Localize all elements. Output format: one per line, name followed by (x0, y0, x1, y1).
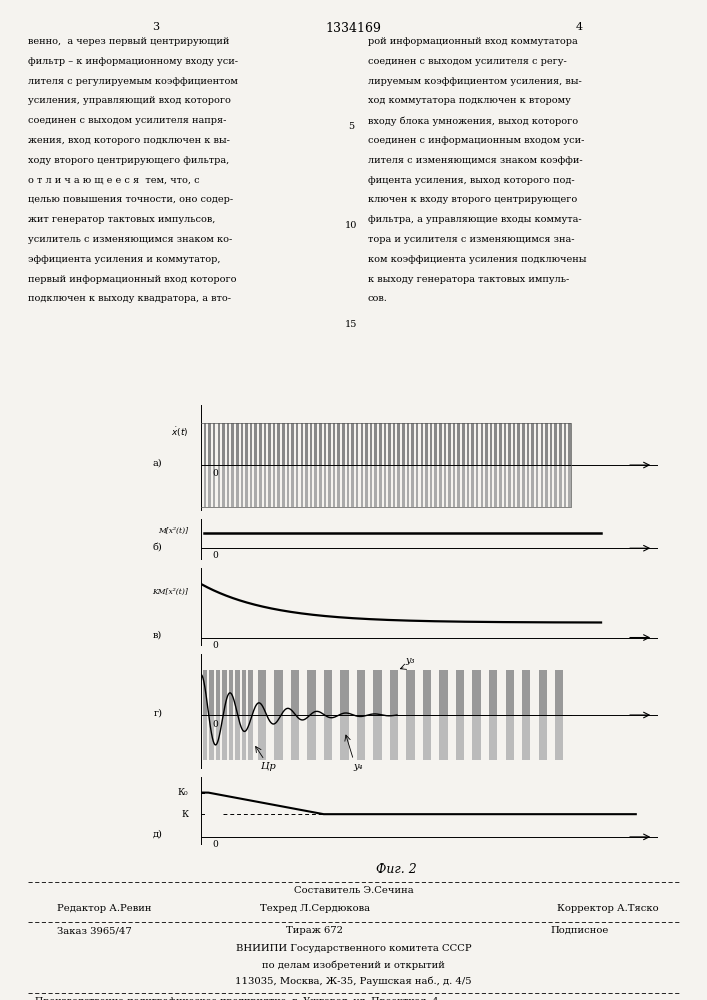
Text: усилитель с изменяющимся знаком ко-: усилитель с изменяющимся знаком ко- (28, 235, 233, 244)
Text: фильтр – к информационному входу уси-: фильтр – к информационному входу уси- (28, 57, 238, 66)
Text: 0: 0 (212, 551, 218, 560)
Text: Составитель Э.Сечина: Составитель Э.Сечина (293, 886, 414, 895)
Text: Подписное: Подписное (551, 926, 609, 935)
Text: Тираж 672: Тираж 672 (286, 926, 343, 935)
Text: лителя с изменяющимся знаком коэффи-: лителя с изменяющимся знаком коэффи- (368, 156, 583, 165)
Text: соединен с информационным входом уси-: соединен с информационным входом уси- (368, 136, 584, 145)
Text: эффициента усиления и коммутатор,: эффициента усиления и коммутатор, (28, 255, 221, 264)
Text: ВНИИПИ Государственного комитета СССР: ВНИИПИ Государственного комитета СССР (235, 944, 472, 953)
Text: лителя с регулируемым коэффициентом: лителя с регулируемым коэффициентом (28, 77, 238, 86)
Text: Цр: Цр (262, 762, 276, 771)
Text: ком коэффициента усиления подключены: ком коэффициента усиления подключены (368, 255, 586, 264)
Text: б): б) (153, 542, 163, 551)
Text: $\dot{x}(t)$: $\dot{x}(t)$ (171, 426, 189, 439)
Text: KM[x²(t)]: KM[x²(t)] (153, 588, 189, 596)
Text: 0: 0 (212, 720, 218, 729)
Text: у₃: у₃ (405, 656, 415, 665)
Text: усиления, управляющий вход которого: усиления, управляющий вход которого (28, 96, 231, 105)
Text: лируемым коэффициентом усиления, вы-: лируемым коэффициентом усиления, вы- (368, 77, 581, 86)
Text: 113035, Москва, Ж-35, Раушская наб., д. 4/5: 113035, Москва, Ж-35, Раушская наб., д. … (235, 976, 472, 986)
Text: к выходу генератора тактовых импуль-: к выходу генератора тактовых импуль- (368, 275, 569, 284)
Text: 4: 4 (576, 22, 583, 32)
Text: по делам изобретений и открытий: по делам изобретений и открытий (262, 960, 445, 970)
Text: жения, вход которого подключен к вы-: жения, вход которого подключен к вы- (28, 136, 230, 145)
Text: ход коммутатора подключен к второму: ход коммутатора подключен к второму (368, 96, 571, 105)
Text: Техред Л.Сердюкова: Техред Л.Сердюкова (259, 904, 370, 913)
Text: ключен к входу второго центрирующего: ключен к входу второго центрирующего (368, 195, 577, 204)
Text: Производственно-полиграфическое предприятие, г. Ужгород, ул. Проектная, 4: Производственно-полиграфическое предприя… (35, 997, 439, 1000)
Text: M[x²(t)]: M[x²(t)] (158, 527, 189, 535)
Text: в): в) (153, 630, 163, 639)
Text: Редактор А.Ревин: Редактор А.Ревин (57, 904, 151, 913)
Text: входу блока умножения, выход которого: входу блока умножения, выход которого (368, 116, 578, 126)
Text: Заказ 3965/47: Заказ 3965/47 (57, 926, 132, 935)
Text: 10: 10 (345, 221, 358, 230)
Text: сов.: сов. (368, 294, 387, 303)
Text: о т л и ч а ю щ е е с я  тем, что, с: о т л и ч а ю щ е е с я тем, что, с (28, 176, 200, 185)
Text: а): а) (153, 458, 163, 467)
Text: г): г) (153, 708, 163, 717)
Text: фильтра, а управляющие входы коммута-: фильтра, а управляющие входы коммута- (368, 215, 581, 224)
Text: жит генератор тактовых импульсов,: жит генератор тактовых импульсов, (28, 215, 216, 224)
Text: целью повышения точности, оно содер-: целью повышения точности, оно содер- (28, 195, 233, 204)
Text: К: К (182, 810, 189, 819)
Text: Фиг. 2: Фиг. 2 (375, 863, 416, 876)
Text: 5: 5 (349, 122, 354, 131)
Text: соединен с выходом усилителя напря-: соединен с выходом усилителя напря- (28, 116, 227, 125)
Text: рой информационный вход коммутатора: рой информационный вход коммутатора (368, 37, 578, 46)
Text: 3: 3 (152, 22, 159, 32)
Text: подключен к выходу квадратора, а вто-: подключен к выходу квадратора, а вто- (28, 294, 231, 303)
Text: фицента усиления, выход которого под-: фицента усиления, выход которого под- (368, 176, 574, 185)
Text: соединен с выходом усилителя с регу-: соединен с выходом усилителя с регу- (368, 57, 566, 66)
Text: тора и усилителя с изменяющимся зна-: тора и усилителя с изменяющимся зна- (368, 235, 574, 244)
Text: 15: 15 (345, 320, 358, 329)
Text: К₀: К₀ (178, 788, 189, 797)
Text: д): д) (153, 830, 163, 839)
Text: 0: 0 (212, 840, 218, 849)
Text: 0: 0 (212, 469, 218, 478)
Text: 1334169: 1334169 (325, 22, 382, 35)
Text: ходу второго центрирующего фильтра,: ходу второго центрирующего фильтра, (28, 156, 230, 165)
Text: Корректор А.Тяско: Корректор А.Тяско (557, 904, 659, 913)
Text: у₄: у₄ (353, 762, 363, 771)
Text: первый информационный вход которого: первый информационный вход которого (28, 275, 237, 284)
Text: 0: 0 (212, 641, 218, 650)
Text: венно,  а через первый центрирующий: венно, а через первый центрирующий (28, 37, 230, 46)
